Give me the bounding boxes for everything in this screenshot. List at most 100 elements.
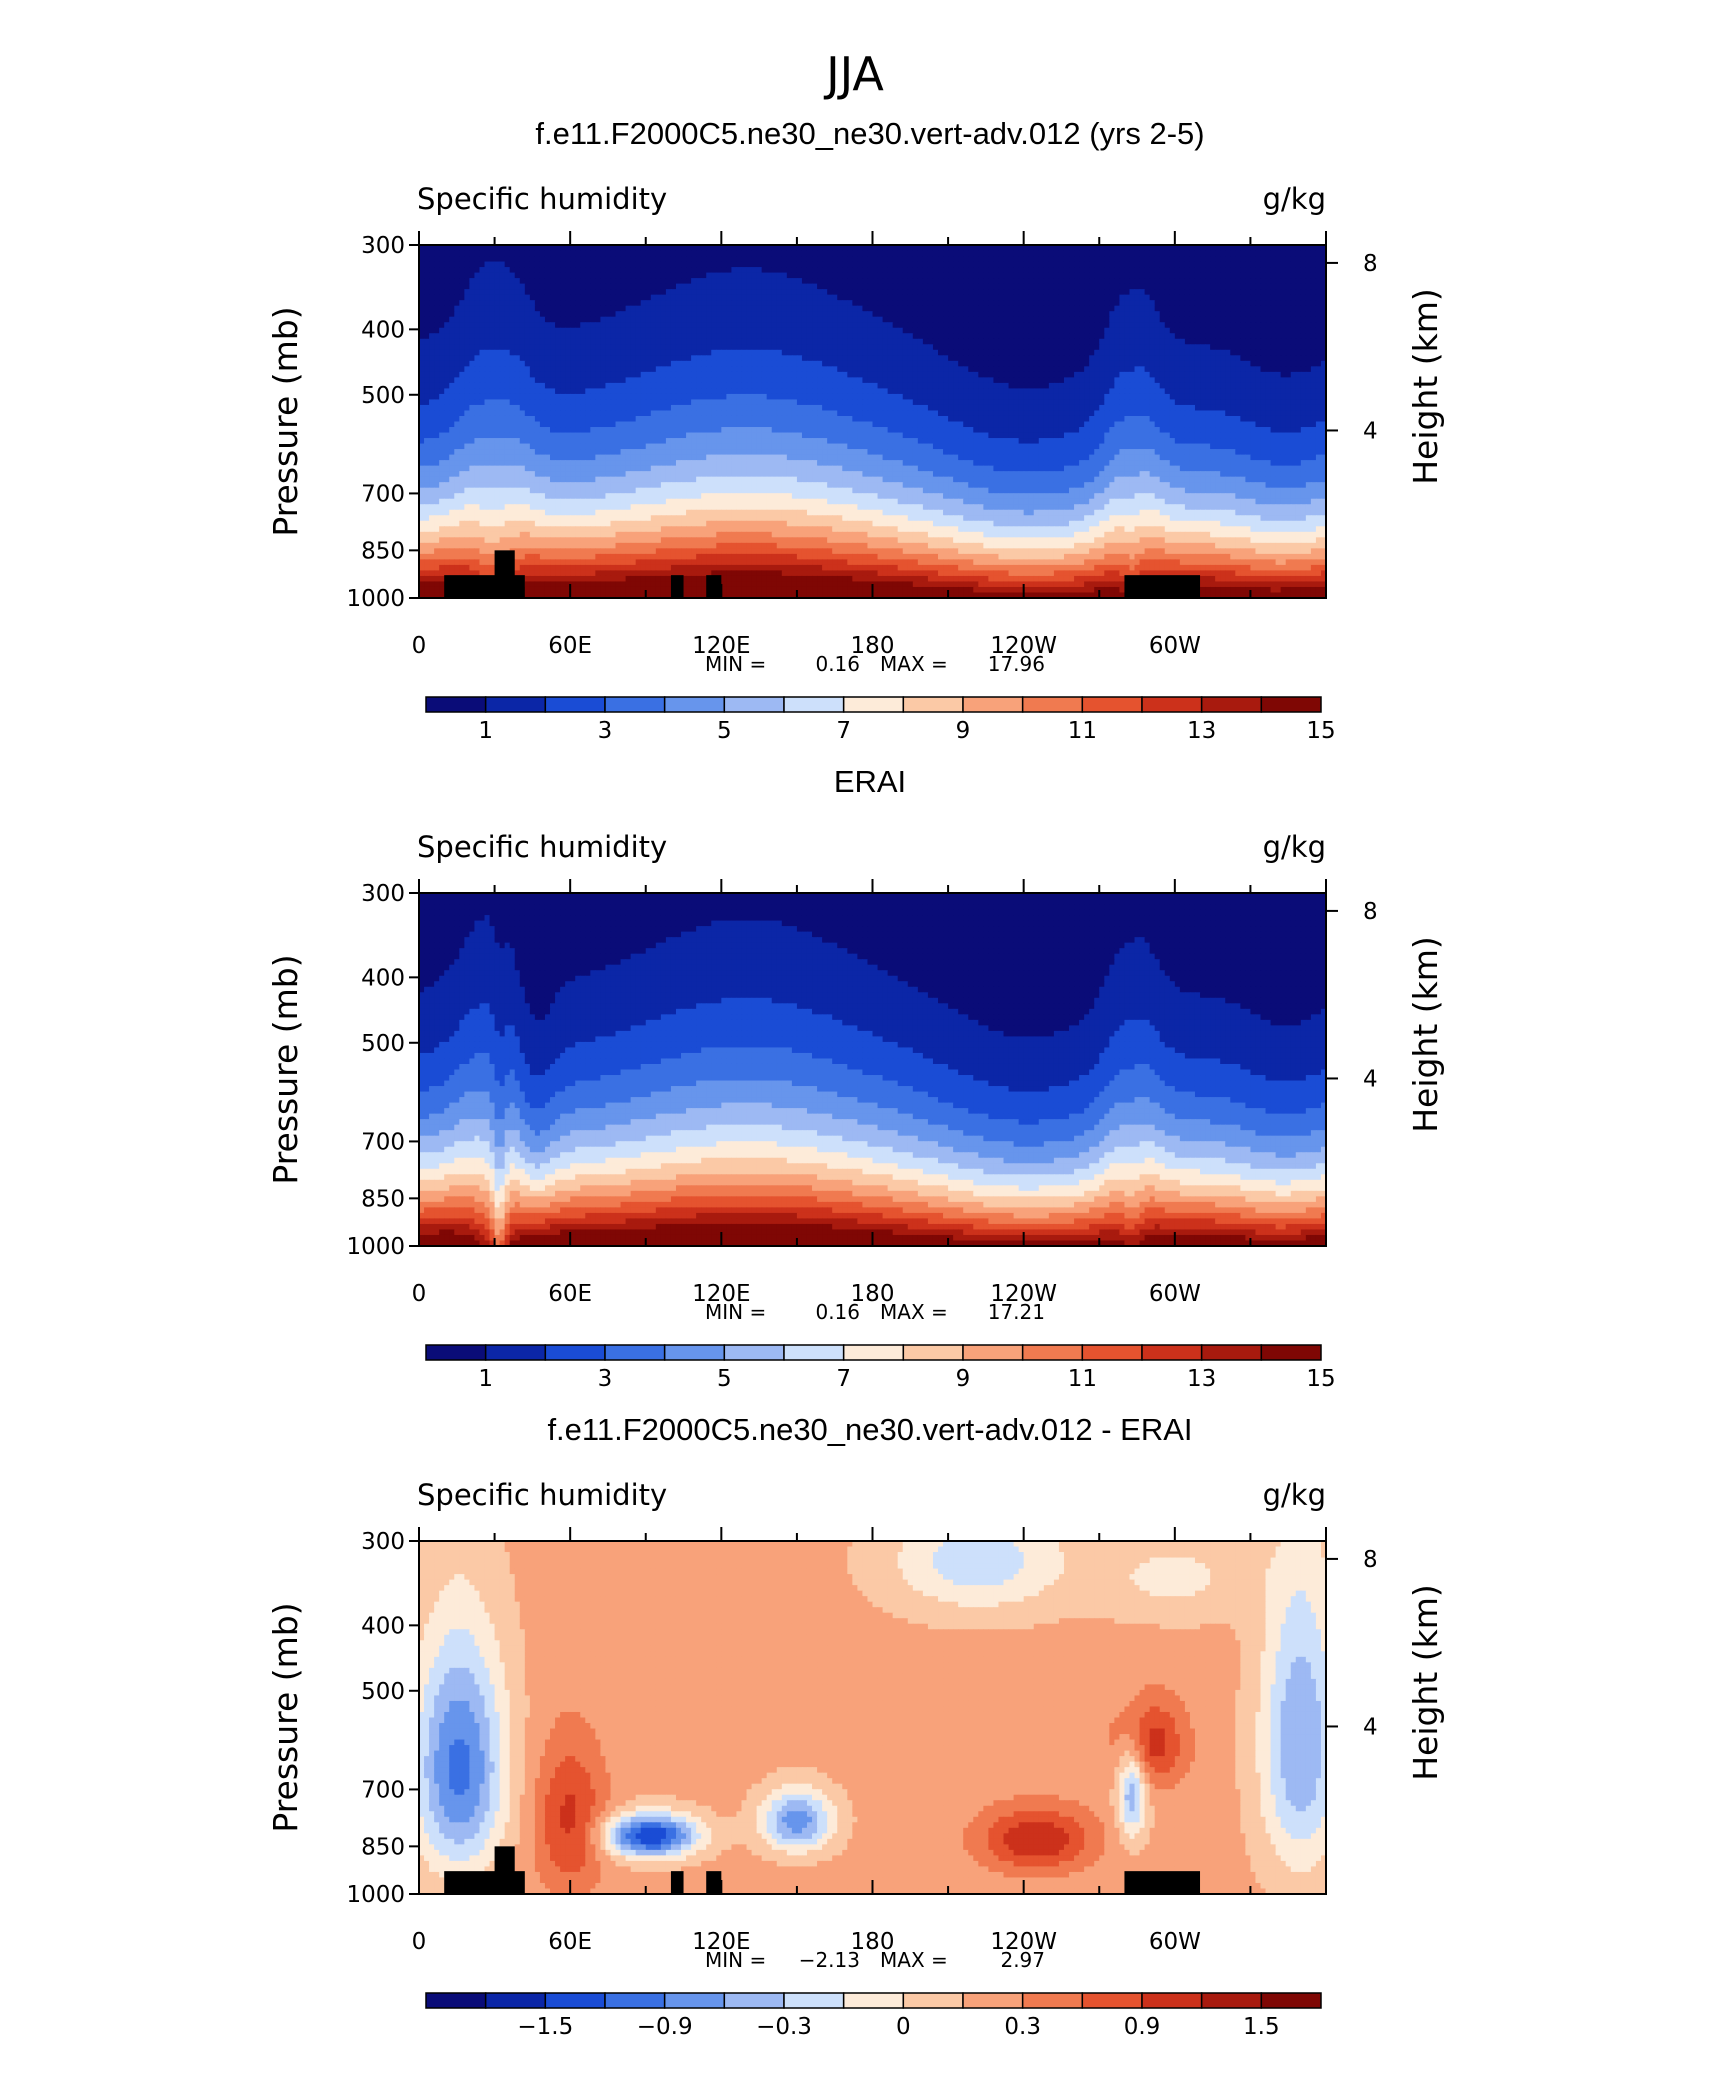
heatmap-cell	[837, 338, 843, 345]
heatmap-cell	[822, 311, 828, 318]
heatmap-cell	[771, 327, 778, 334]
heatmap-cell	[872, 250, 879, 257]
heatmap-cell	[1184, 289, 1191, 296]
heatmap-cell	[469, 349, 476, 356]
heatmap-cell	[696, 338, 702, 345]
heatmap-cell	[454, 377, 460, 384]
heatmap-cell	[1260, 355, 1267, 362]
heatmap-cell	[887, 360, 894, 367]
heatmap-cell	[837, 272, 843, 279]
heatmap-cell	[993, 377, 1000, 384]
heatmap-cell	[1033, 305, 1040, 312]
heatmap-cell	[464, 272, 470, 279]
heatmap-cell	[605, 327, 612, 334]
heatmap-cell	[645, 360, 652, 367]
heatmap-cell	[1018, 316, 1025, 323]
heatmap-cell	[847, 250, 853, 257]
heatmap-cell	[1063, 256, 1070, 263]
heatmap-cell	[625, 366, 632, 373]
heatmap-cell	[897, 344, 904, 351]
heatmap-cell	[494, 371, 501, 378]
heatmap-cell	[796, 289, 803, 296]
heatmap-cell	[1129, 256, 1136, 263]
heatmap-cell	[469, 272, 476, 279]
heatmap-cell	[590, 355, 596, 362]
heatmap-cell	[1205, 300, 1211, 307]
heatmap-cell	[660, 245, 667, 252]
heatmap-cell	[464, 294, 470, 301]
heatmap-cell	[948, 311, 954, 318]
heatmap-cell	[927, 344, 934, 351]
heatmap-cell	[872, 256, 879, 263]
heatmap-cell	[1290, 322, 1297, 329]
heatmap-cell	[1164, 250, 1171, 257]
heatmap-cell	[847, 311, 853, 318]
heatmap-cell	[1124, 294, 1131, 301]
heatmap-cell	[892, 338, 899, 345]
heatmap-cell	[862, 377, 869, 384]
heatmap-cell	[509, 305, 516, 312]
heatmap-cell	[1164, 322, 1171, 329]
heatmap-cell	[1089, 382, 1095, 390]
heatmap-cell	[781, 371, 788, 378]
heatmap-cell	[877, 377, 884, 384]
heatmap-cell	[439, 311, 445, 318]
heatmap-cell	[1149, 333, 1156, 340]
heatmap-cell	[1159, 327, 1166, 334]
heatmap-cell	[670, 305, 677, 312]
heatmap-cell	[1275, 261, 1282, 268]
heatmap-cell	[988, 300, 995, 307]
heatmap-cell	[459, 289, 465, 296]
heatmap-cell	[550, 283, 556, 290]
heatmap-cell	[645, 300, 652, 307]
heatmap-cell	[615, 316, 622, 323]
heatmap-cell	[494, 300, 501, 307]
heatmap-cell	[1315, 311, 1322, 318]
heatmap-cell	[580, 261, 586, 268]
heatmap-cell	[938, 305, 944, 312]
heatmap-cell	[655, 250, 662, 257]
heatmap-cell	[625, 305, 632, 312]
heatmap-cell	[459, 388, 465, 395]
heatmap-cell	[1058, 267, 1065, 274]
heatmap-cell	[1290, 338, 1297, 345]
heatmap-cell	[474, 305, 481, 312]
heatmap-cell	[817, 371, 823, 378]
heatmap-cell	[832, 349, 838, 356]
heatmap-cell	[1043, 388, 1050, 395]
heatmap-cell	[902, 256, 909, 263]
heatmap-cell	[756, 311, 763, 318]
heatmap-cell	[746, 305, 753, 312]
heatmap-cell	[1008, 256, 1015, 263]
heatmap-cell	[746, 322, 753, 329]
heatmap-cell	[1164, 360, 1171, 367]
heatmap-cell	[635, 333, 642, 340]
heatmap-cell	[1124, 333, 1131, 340]
heatmap-cell	[1094, 355, 1100, 362]
heatmap-cell	[519, 393, 526, 401]
heatmap-cell	[902, 349, 909, 356]
heatmap-cell	[660, 377, 667, 384]
heatmap-cell	[681, 322, 687, 329]
heatmap-cell	[1200, 338, 1206, 345]
heatmap-cell	[1038, 388, 1045, 395]
heatmap-cell	[776, 294, 783, 301]
heatmap-cell	[1300, 283, 1307, 290]
heatmap-cell	[1240, 245, 1246, 252]
heatmap-cell	[1023, 344, 1030, 351]
heatmap-cell	[978, 289, 984, 296]
heatmap-cell	[1230, 338, 1236, 345]
heatmap-cell	[1285, 311, 1292, 318]
heatmap-cell	[1305, 278, 1312, 285]
heatmap-cell	[1255, 338, 1262, 345]
heatmap-cell	[1280, 272, 1287, 279]
heatmap-cell	[469, 245, 476, 252]
heatmap-cell	[761, 250, 768, 257]
heatmap-cell	[1194, 377, 1201, 384]
heatmap-cell	[1053, 344, 1060, 351]
heatmap-cell	[1260, 311, 1267, 318]
heatmap-cell	[1003, 388, 1010, 395]
heatmap-cell	[852, 327, 858, 334]
heatmap-cell	[1104, 289, 1110, 296]
heatmap-cell	[1134, 256, 1141, 263]
